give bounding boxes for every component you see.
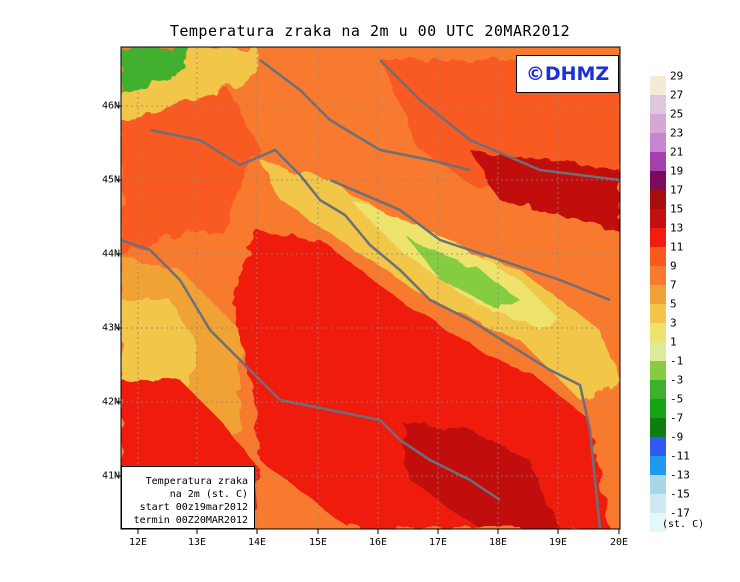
legend-label: 23 — [670, 126, 684, 140]
legend-swatch — [650, 95, 666, 114]
legend-label: 19 — [670, 164, 684, 178]
x-tick-label: 19E — [548, 537, 568, 548]
y-tick-label: 42N — [101, 396, 120, 408]
legend-swatch — [650, 494, 666, 513]
legend-label: 1 — [670, 335, 677, 349]
legend-label: -3 — [670, 373, 684, 387]
info-line: termin 00Z20MAR2012 — [133, 515, 248, 526]
legend-label: -13 — [670, 468, 690, 482]
legend-label: -9 — [670, 430, 684, 444]
map-title: Temperatura zraka na 2m u 00 UTC 20MAR20… — [169, 22, 571, 40]
legend-swatch — [650, 380, 666, 399]
info-line: Temperatura zraka — [145, 476, 248, 487]
legend-swatch — [650, 247, 666, 266]
y-tick-label: 43N — [101, 322, 120, 334]
legend-label: 17 — [670, 183, 684, 197]
y-tick-label: 41N — [101, 470, 120, 482]
legend-swatch — [650, 190, 666, 209]
legend-label: -17 — [670, 506, 690, 520]
legend-unit: (st. C) — [662, 519, 705, 530]
legend-label: 13 — [670, 221, 684, 235]
legend-label: 25 — [670, 107, 684, 121]
legend-label: 9 — [670, 259, 677, 273]
legend-swatch — [650, 513, 666, 532]
y-tick-label: 46N — [101, 100, 120, 112]
legend-swatch — [650, 437, 666, 456]
legend-swatch — [650, 323, 666, 342]
graticule — [121, 47, 620, 529]
x-tick-label: 16E — [368, 537, 388, 548]
x-tick-label: 14E — [247, 537, 267, 548]
legend-label: 27 — [670, 88, 684, 102]
legend-swatch — [650, 304, 666, 323]
legend-swatch — [650, 361, 666, 380]
legend-label: 11 — [670, 240, 684, 254]
legend-swatch — [650, 399, 666, 418]
x-tick-label: 15E — [308, 537, 328, 548]
legend-label: 7 — [670, 278, 677, 292]
legend-label: -7 — [670, 411, 684, 425]
x-tick-label: 12E — [128, 537, 148, 548]
legend-swatch — [650, 133, 666, 152]
legend-label: -11 — [670, 449, 690, 463]
legend-swatch — [650, 228, 666, 247]
dhmz-logo: ©DHMZ — [516, 55, 619, 93]
x-tick-label: 20E — [609, 537, 629, 548]
legend-swatch — [650, 456, 666, 475]
legend-label: 29 — [670, 69, 684, 83]
x-tick-label: 17E — [428, 537, 448, 548]
legend-swatch — [650, 418, 666, 437]
coastlines — [121, 59, 620, 529]
info-line: na 2m (st. C) — [169, 489, 248, 500]
legend-swatch — [650, 266, 666, 285]
y-tick-label: 45N — [101, 174, 120, 186]
legend-label: 15 — [670, 202, 684, 216]
legend-label: 21 — [670, 145, 684, 159]
legend-label: 3 — [670, 316, 677, 330]
legend-label: -5 — [670, 392, 684, 406]
legend-swatch — [650, 171, 666, 190]
x-tick-label: 18E — [488, 537, 508, 548]
info-line: start 00z19mar2012 — [139, 502, 248, 513]
legend-label: -1 — [670, 354, 684, 368]
legend-label: -15 — [670, 487, 690, 501]
y-tick-label: 44N — [101, 248, 120, 260]
legend-swatch — [650, 342, 666, 361]
legend-swatch — [650, 114, 666, 133]
legend-label: 5 — [670, 297, 677, 311]
legend-swatch — [650, 209, 666, 228]
info-box: Temperatura zraka na 2m (st. C) start 00… — [121, 466, 255, 529]
legend-swatch — [650, 285, 666, 304]
x-tick-label: 13E — [187, 537, 207, 548]
legend-swatch — [650, 475, 666, 494]
legend-swatch — [650, 76, 666, 95]
legend-swatch — [650, 152, 666, 171]
